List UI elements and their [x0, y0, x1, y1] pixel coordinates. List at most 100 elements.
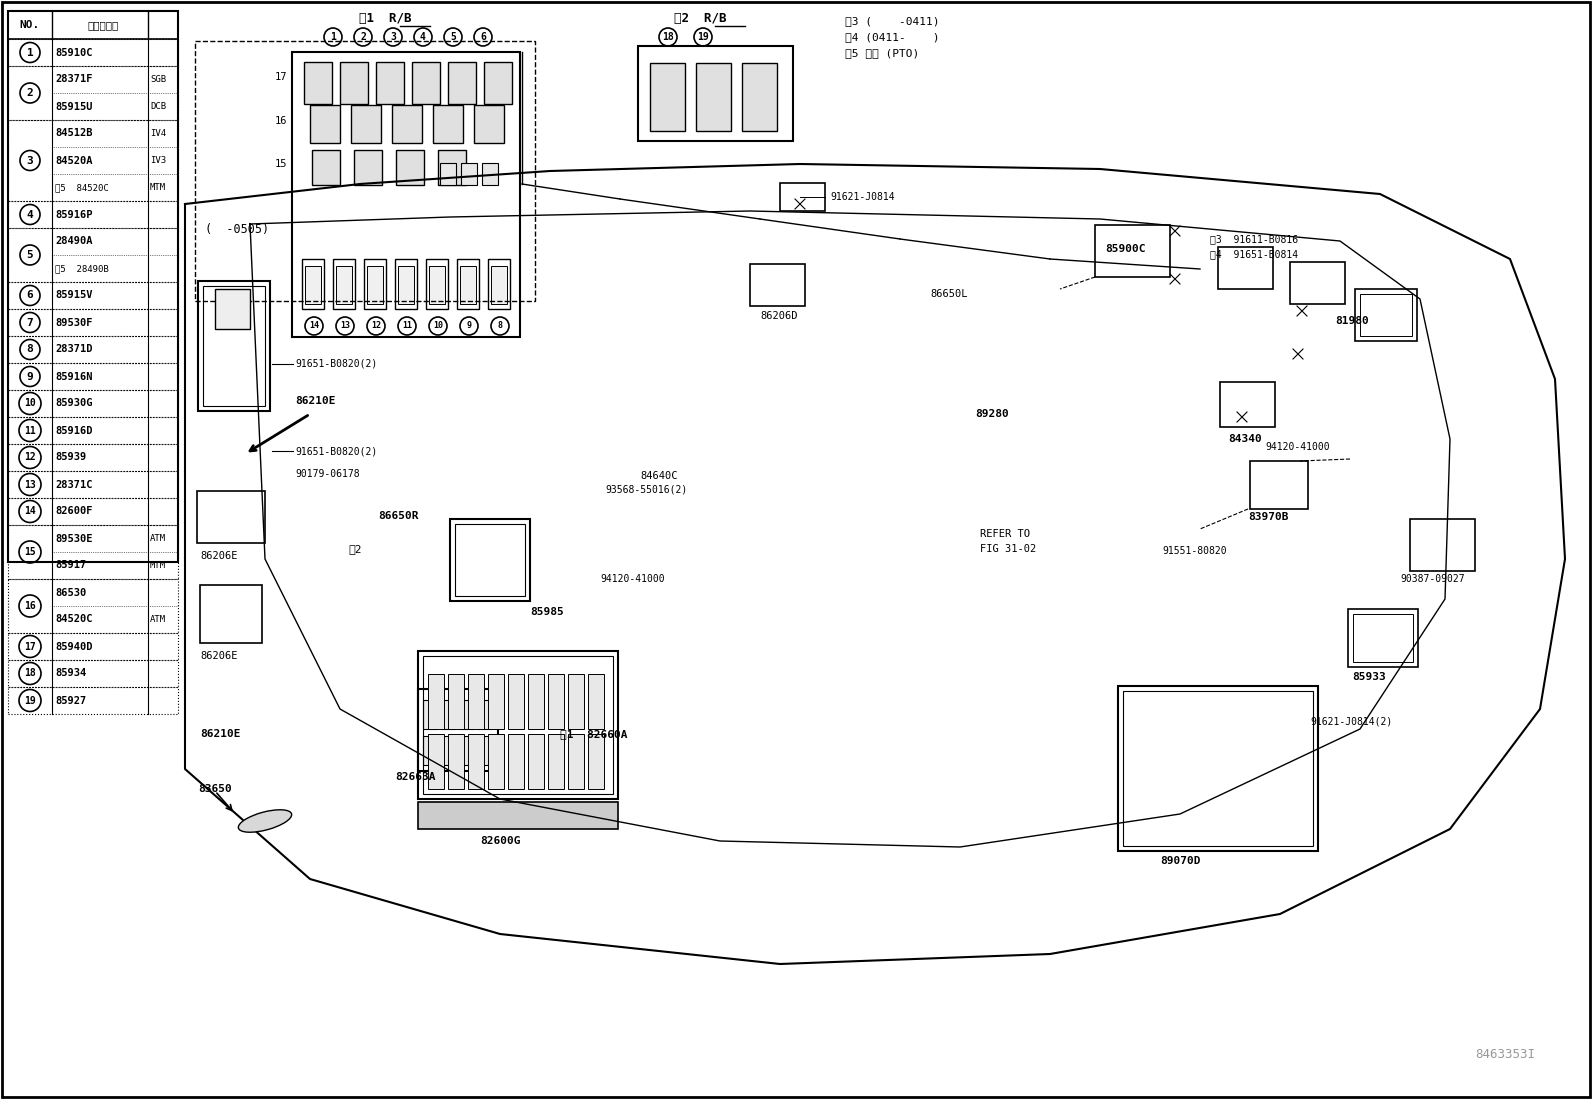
Bar [419, 651, 618, 799]
Bar [8, 471, 178, 498]
Bar [462, 163, 478, 185]
Bar [508, 734, 524, 789]
Bar [8, 120, 178, 201]
Bar [455, 524, 525, 596]
Bar [8, 309, 178, 336]
Text: 1: 1 [330, 32, 336, 42]
Bar [428, 674, 444, 729]
Text: 19: 19 [24, 696, 37, 706]
Text: 84640C: 84640C [640, 471, 678, 481]
Bar [194, 41, 535, 301]
Bar [8, 498, 178, 525]
Text: 86530: 86530 [56, 588, 86, 598]
Text: ※4  91651-B0814: ※4 91651-B0814 [1210, 249, 1297, 259]
Text: 2: 2 [360, 32, 366, 42]
Bar [433, 106, 463, 143]
Bar [478, 736, 490, 765]
Bar [1411, 519, 1476, 571]
Text: 85915U: 85915U [56, 101, 92, 111]
Bar [197, 491, 264, 543]
Text: 89280: 89280 [974, 409, 1009, 419]
Bar [742, 63, 777, 131]
Bar [8, 579, 178, 633]
Bar [508, 674, 524, 729]
Text: MTM: MTM [150, 184, 166, 192]
Bar [458, 736, 473, 765]
Text: ※3 (    -0411): ※3 ( -0411) [845, 16, 939, 26]
Text: 89070D: 89070D [1161, 856, 1200, 866]
Bar [696, 63, 731, 131]
Bar [529, 674, 544, 729]
Bar [638, 46, 793, 141]
Bar [419, 689, 498, 771]
Text: 11: 11 [24, 425, 37, 435]
Bar [447, 62, 476, 104]
Bar [8, 444, 178, 471]
Text: 89530F: 89530F [56, 318, 92, 328]
Text: 86210E: 86210E [295, 396, 336, 406]
Bar [312, 149, 341, 185]
Text: ※5 有り (PTO): ※5 有り (PTO) [845, 48, 919, 58]
Text: 1: 1 [27, 47, 33, 57]
Text: MTM: MTM [150, 560, 166, 570]
Bar [1290, 262, 1345, 304]
Bar [1348, 609, 1418, 667]
Text: 91551-80820: 91551-80820 [1162, 546, 1226, 556]
Bar [489, 734, 505, 789]
Bar [427, 259, 447, 309]
Bar [310, 106, 341, 143]
Bar [8, 633, 178, 660]
Text: 3: 3 [390, 32, 396, 42]
Bar [568, 734, 584, 789]
Bar [291, 52, 521, 337]
Text: 86206E: 86206E [201, 651, 237, 660]
Bar [350, 106, 380, 143]
Text: 28371D: 28371D [56, 344, 92, 355]
Text: ※1  82660A: ※1 82660A [560, 729, 627, 739]
Text: ※5  84520C: ※5 84520C [56, 184, 108, 192]
Text: 85916D: 85916D [56, 425, 92, 435]
Text: 86206E: 86206E [201, 551, 237, 560]
Text: 12: 12 [371, 322, 380, 331]
Text: 89530E: 89530E [56, 533, 92, 544]
Bar [398, 266, 414, 304]
Text: (  -0505): ( -0505) [205, 222, 269, 235]
Bar [392, 106, 422, 143]
Text: 6: 6 [27, 290, 33, 300]
Bar [447, 734, 463, 789]
Text: 9: 9 [27, 371, 33, 381]
Text: 17: 17 [24, 642, 37, 652]
Bar [204, 286, 264, 406]
Bar [438, 149, 466, 185]
Bar [419, 802, 618, 829]
Text: 16: 16 [274, 116, 287, 126]
Bar [428, 734, 444, 789]
Text: 84340: 84340 [1227, 434, 1262, 444]
Bar [423, 700, 436, 729]
Text: SGB: SGB [150, 75, 166, 84]
Bar [482, 163, 498, 185]
Bar [8, 11, 178, 562]
Text: 10: 10 [24, 399, 37, 409]
Text: 12: 12 [24, 453, 37, 463]
Text: 85916N: 85916N [56, 371, 92, 381]
Bar [460, 266, 476, 304]
Text: ※3  91611-B0816: ※3 91611-B0816 [1210, 234, 1297, 244]
Text: 品名コード: 品名コード [88, 20, 119, 30]
Bar [336, 266, 352, 304]
Text: 16: 16 [24, 601, 37, 611]
Text: 6: 6 [481, 32, 486, 42]
Ellipse shape [239, 810, 291, 832]
Text: 18: 18 [24, 668, 37, 678]
Text: 86210E: 86210E [201, 729, 240, 739]
Bar [341, 62, 368, 104]
Text: 85916P: 85916P [56, 210, 92, 220]
Bar [750, 264, 806, 306]
Bar [197, 281, 271, 411]
Text: ※2: ※2 [349, 544, 361, 554]
Bar [529, 734, 544, 789]
Text: 9: 9 [466, 322, 471, 331]
Text: 8: 8 [497, 322, 503, 331]
Bar [8, 417, 178, 444]
Bar [353, 149, 382, 185]
